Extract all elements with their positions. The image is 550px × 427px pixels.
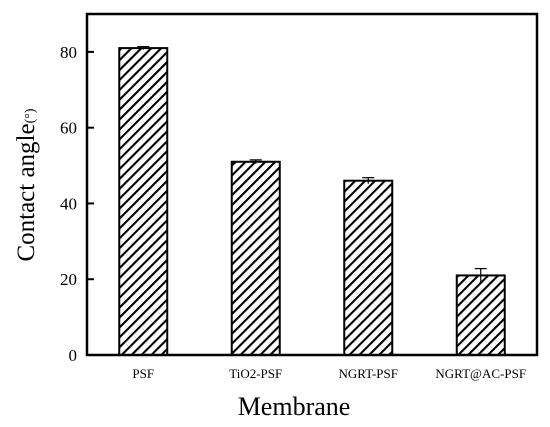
bar-ngrt-ac-psf (455, 274, 506, 356)
y-tick-label: 80 (60, 43, 77, 62)
x-category-label: NGRT-PSF (339, 366, 398, 381)
y-tick-label: 40 (60, 194, 77, 213)
y-axis-title: Contact angle(°) (13, 108, 40, 261)
y-axis-unit: (°) (23, 108, 38, 123)
x-category-label: NGRT@AC-PSF (435, 366, 526, 381)
bar-tio2-psf (230, 160, 281, 356)
y-tick-label: 60 (60, 119, 77, 138)
y-tick-label: 0 (69, 346, 78, 365)
x-category-label: TiO2-PSF (229, 366, 282, 381)
bar-ngrt-psf (343, 179, 394, 356)
y-tick-label: 20 (60, 270, 77, 289)
x-axis-title: Membrane (238, 392, 351, 421)
bar-psf (118, 47, 169, 356)
x-category-label: PSF (132, 366, 154, 381)
y-axis-title-text: Contact angle (13, 123, 40, 261)
plot-frame (85, 12, 539, 357)
